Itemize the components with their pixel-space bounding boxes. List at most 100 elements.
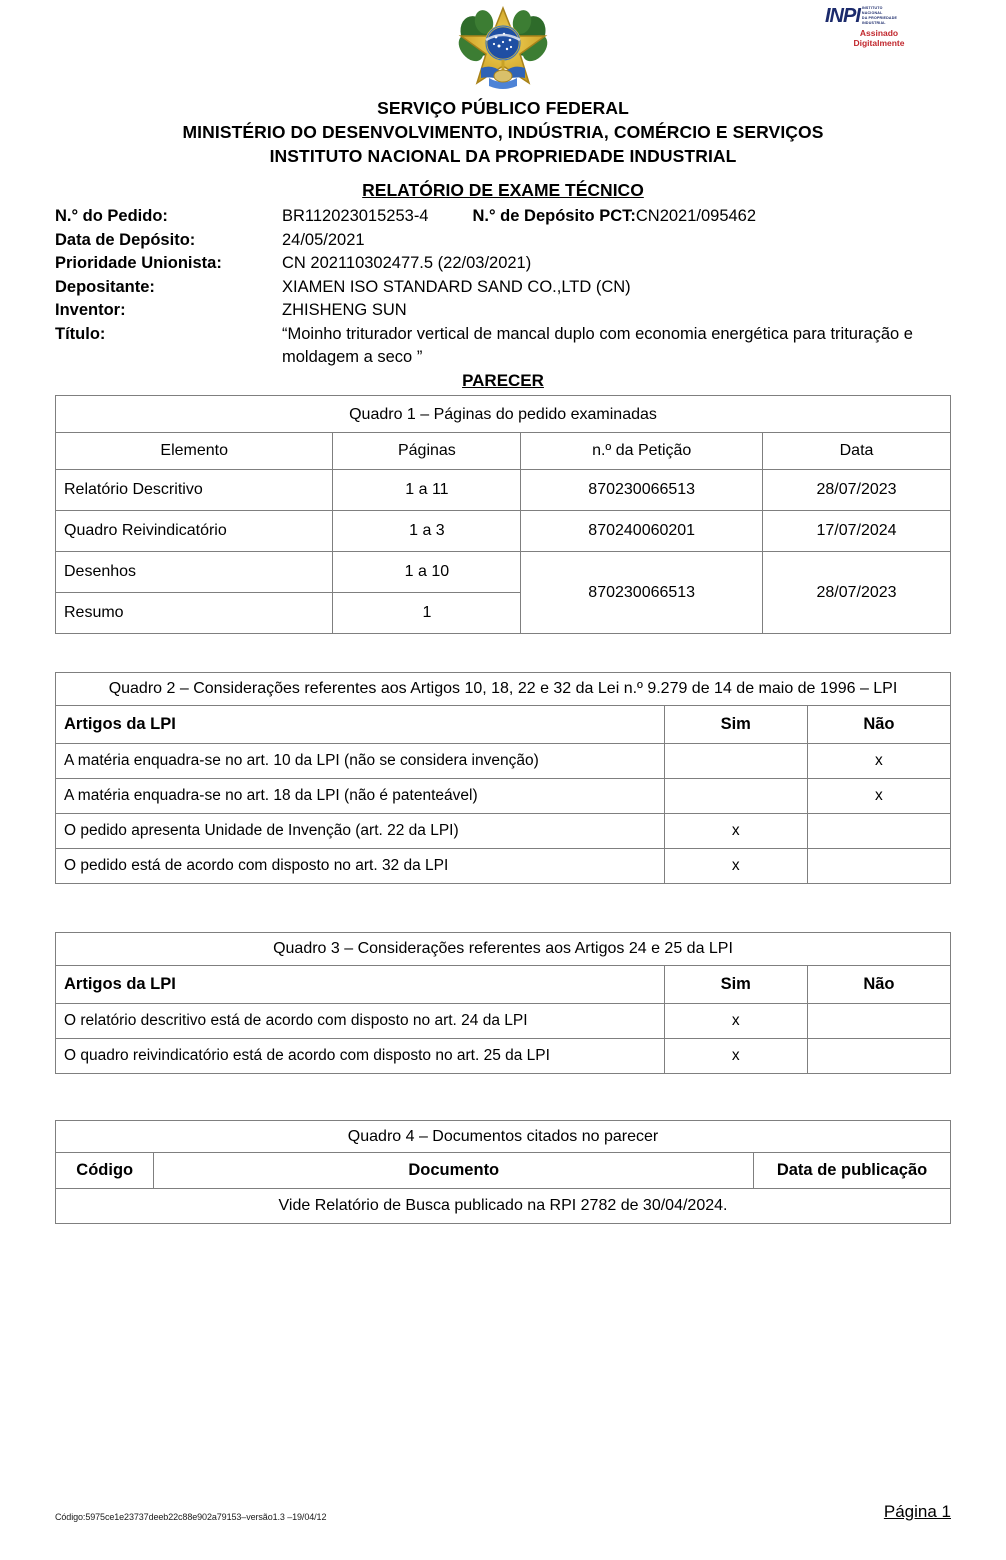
label-titulo: Título: <box>55 324 106 343</box>
quadro2-r2-nao <box>806 812 952 849</box>
quadro3-r0-sim: x <box>663 1002 808 1039</box>
label-data-deposito: Data de Depósito: <box>55 230 196 249</box>
quadro2-col-sim: Sim <box>663 704 808 744</box>
quadro3-r1-nao <box>806 1037 952 1074</box>
quadro1-r0-paginas: 1 a 11 <box>332 469 522 512</box>
table-row: O relatório descritivo está de acordo co… <box>55 1002 952 1039</box>
quadro1-r0-elemento: Relatório Descritivo <box>54 469 334 512</box>
quadro2-r1-nao: x <box>806 777 952 814</box>
quadro1-r1-paginas: 1 a 3 <box>332 510 522 553</box>
table-row: Resumo 1 <box>54 592 951 635</box>
spacer <box>55 634 951 672</box>
label-depositante: Depositante: <box>55 277 155 296</box>
quadro2-r0-sim <box>663 742 808 779</box>
inpi-digital-signature-stamp: INPI INSTITUTO NACIONAL DA PROPRIEDADE INDU… <box>825 6 933 49</box>
gov-heading-line-3: INSTITUTO NACIONAL DA PROPRIEDADE INDUST… <box>269 146 737 167</box>
quadro1-r1-elemento: Quadro Reivindicatório <box>54 510 334 553</box>
label-deposito-pct: N.° de Depósito PCT: <box>472 207 636 226</box>
table-header-row: Artigos da LPI Sim Não <box>55 704 952 744</box>
label-numero-pedido: N.° do Pedido: <box>55 207 168 226</box>
spacer <box>55 1074 951 1120</box>
quadro1-r3-elemento: Resumo <box>54 592 334 635</box>
table-header-row: Artigos da LPI Sim Não <box>55 964 952 1004</box>
quadro1-col-elemento: Elemento <box>54 432 334 471</box>
inpi-logo-text: INPI <box>825 5 861 27</box>
table-row: A matéria enquadra-se no art. 10 da LPI … <box>55 742 952 779</box>
quadro1-r0-peticao: 870230066513 <box>520 469 764 512</box>
table-quadro-4: Quadro 4 – Documentos citados no parecer… <box>54 1119 951 1225</box>
quadro3-col-sim: Sim <box>663 964 808 1004</box>
quadro2-col-artigos: Artigos da LPI <box>55 704 665 744</box>
quadro4-col-documento: Documento <box>153 1152 755 1190</box>
quadro4-note: Vide Relatório de Busca publicado na RPI… <box>55 1188 951 1225</box>
quadro2-caption: Quadro 2 – Considerações referentes aos … <box>55 672 951 706</box>
quadro2-r1-sim <box>663 777 808 814</box>
header-graphics-row: INPI INSTITUTO NACIONAL DA PROPRIEDADE INDU… <box>55 0 951 96</box>
table-row: Quadro 1 – Páginas do pedido examinadas <box>55 395 951 434</box>
page-footer: Código:5975ce1e23737deeb22c88e902a79153–… <box>55 1502 951 1522</box>
table-row: Quadro 3 – Considerações referentes aos … <box>55 931 951 966</box>
quadro2-r2-texto: O pedido apresenta Unidade de Invenção (… <box>55 812 665 849</box>
table-row: Quadro 4 – Documentos citados no parecer <box>55 1119 951 1154</box>
table-row: A matéria enquadra-se no art. 18 da LPI … <box>55 777 952 814</box>
field-row-prioridade: Prioridade Unionista: CN 202110302477.5 … <box>55 252 951 275</box>
table-quadro-3: Quadro 3 – Considerações referentes aos … <box>55 931 952 1074</box>
quadro2-r3-nao <box>806 847 952 884</box>
quadro2-r1-texto: A matéria enquadra-se no art. 18 da LPI … <box>55 777 665 814</box>
field-row-pedido: N.° do Pedido: BR112023015253-4 N.° de D… <box>55 205 951 228</box>
quadro3-r1-texto: O quadro reivindicatório está de acordo … <box>55 1037 665 1074</box>
quadro1-r2-elemento: Desenhos <box>54 551 334 594</box>
quadro1-caption: Quadro 1 – Páginas do pedido examinadas <box>55 395 951 434</box>
quadro2-r2-sim: x <box>663 812 808 849</box>
table-row: O quadro reivindicatório está de acordo … <box>55 1037 952 1074</box>
spacer <box>55 884 951 932</box>
signature-line-2: Digitalmente <box>853 37 905 48</box>
value-deposito-pct: CN2021/095462 <box>635 207 757 226</box>
quadro1-r2-paginas: 1 a 10 <box>332 551 522 594</box>
label-inventor: Inventor: <box>55 301 126 320</box>
field-row-depositante: Depositante: XIAMEN ISO STANDARD SAND CO… <box>55 276 951 299</box>
page-number: Página 1 <box>883 1502 951 1521</box>
parecer-heading: PARECER <box>462 371 544 391</box>
quadro3-col-nao: Não <box>806 964 952 1004</box>
quadro2-col-nao: Não <box>806 704 952 744</box>
quadro2-r3-sim: x <box>663 847 808 884</box>
quadro4-caption: Quadro 4 – Documentos citados no parecer <box>55 1119 951 1154</box>
value-data-deposito: 24/05/2021 <box>282 230 365 249</box>
quadro3-caption: Quadro 3 – Considerações referentes aos … <box>55 931 951 966</box>
value-titulo: “Moinho triturador vertical de mancal du… <box>282 324 913 366</box>
inpi-institute-subtitle: INSTITUTO NACIONAL DA PROPRIEDADE INDUSTRIA… <box>861 6 898 25</box>
digital-signature-label: Assinado Digitalmente <box>825 28 933 49</box>
field-row-titulo: Título: “Moinho triturador vertical de m… <box>55 323 951 370</box>
quadro1-col-peticao: n.º da Petição <box>520 432 764 471</box>
quadro3-r0-texto: O relatório descritivo está de acordo co… <box>55 1002 665 1039</box>
table-row: Desenhos 1 a 10 870230066513 28/07/2023 <box>54 551 951 635</box>
table-header-row: Código Documento Data de publicação <box>54 1152 951 1190</box>
label-prioridade-unionista: Prioridade Unionista: <box>55 254 222 273</box>
quadro1-r2-data: 28/07/2023 <box>762 551 951 635</box>
government-heading: SERVIÇO PÚBLICO FEDERAL MINISTÉRIO DO DE… <box>55 96 951 168</box>
value-numero-pedido: BR112023015253-4 <box>282 207 429 226</box>
quadro1-r0-data: 28/07/2023 <box>762 469 951 512</box>
quadro3-r1-sim: x <box>663 1037 808 1074</box>
quadro1-col-paginas: Páginas <box>332 432 522 471</box>
field-row-data-deposito: Data de Depósito: 24/05/2021 <box>55 229 951 252</box>
table-quadro-1: Quadro 1 – Páginas do pedido examinadas … <box>54 395 951 635</box>
quadro3-col-artigos: Artigos da LPI <box>55 964 665 1004</box>
quadro2-r3-texto: O pedido está de acordo com disposto no … <box>55 847 665 884</box>
page-title: RELATÓRIO DE EXAME TÉCNICO <box>362 180 644 201</box>
signature-line-1: Assinado <box>859 28 899 38</box>
field-row-inventor: Inventor: ZHISHENG SUN <box>55 299 951 322</box>
value-depositante: XIAMEN ISO STANDARD SAND CO.,LTD (CN) <box>282 277 631 296</box>
table-row: Quadro Reivindicatório 1 a 3 87024006020… <box>54 510 951 553</box>
table-header-row: Elemento Páginas n.º da Petição Data <box>54 432 951 471</box>
table-row: O pedido está de acordo com disposto no … <box>55 847 952 884</box>
document-code: Código:5975ce1e23737deeb22c88e902a79153–… <box>55 1512 327 1522</box>
quadro4-col-codigo: Código <box>54 1152 155 1190</box>
quadro1-col-data: Data <box>762 432 951 471</box>
quadro2-r0-texto: A matéria enquadra-se no art. 10 da LPI … <box>55 742 665 779</box>
table-row: Relatório Descritivo 1 a 11 870230066513… <box>54 469 951 512</box>
quadro1-r2-peticao: 870230066513 <box>520 551 764 635</box>
table-quadro-2: Quadro 2 – Considerações referentes aos … <box>55 672 952 884</box>
